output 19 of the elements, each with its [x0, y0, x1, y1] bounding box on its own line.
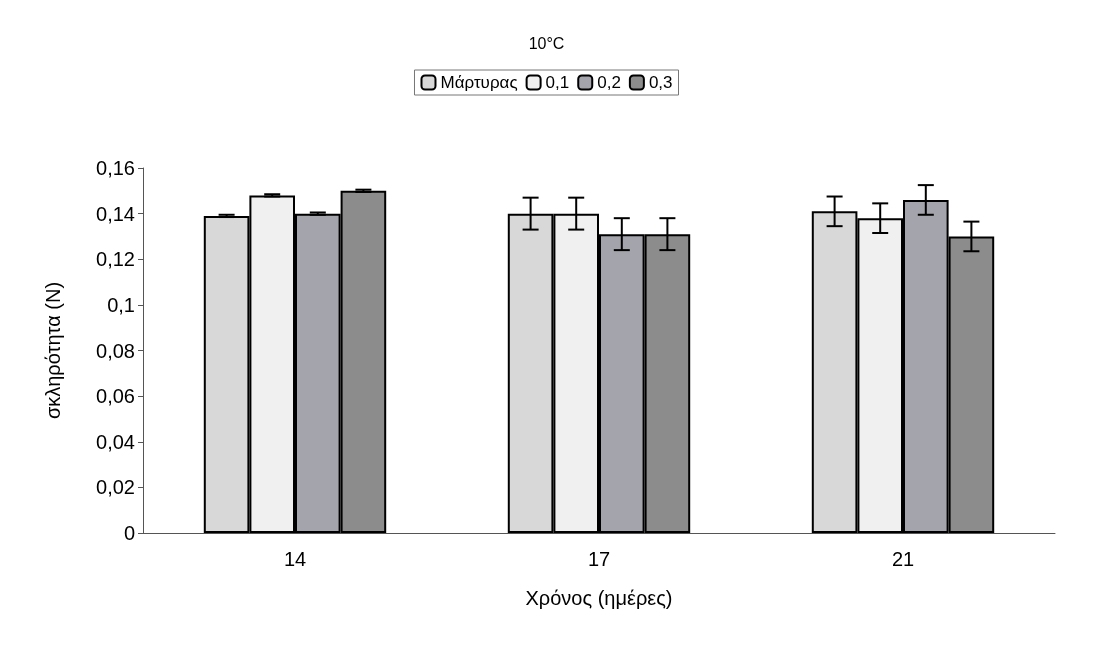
y-tick-label: 0,06 — [96, 385, 135, 408]
y-tick-label: 0 — [123, 522, 135, 544]
x-tick-label: 17 — [587, 548, 611, 570]
y-tick-label: 0,16 — [96, 157, 135, 179]
y-tick-label: 0,02 — [96, 476, 135, 499]
x-axis-title: Χρόνος (ημέρες) — [525, 587, 673, 609]
chart-title: 10°C — [528, 34, 565, 52]
x-tick-label: 21 — [891, 548, 915, 570]
legend-label: 0,3 — [648, 73, 673, 92]
legend-label: 0,2 — [597, 73, 621, 92]
y-tick-label: 0,14 — [96, 202, 135, 225]
y-tick-label: 0,12 — [96, 248, 135, 271]
y-tick-label: 0,08 — [96, 339, 135, 362]
x-tick-label: 14 — [283, 548, 307, 570]
legend-label: Μάρτυρας — [440, 73, 518, 92]
y-tick-label: 0,04 — [96, 430, 135, 453]
legend-label: 0,1 — [545, 73, 570, 92]
y-tick-label: 0,1 — [107, 293, 135, 316]
y-axis-title: σκληρότητα (N) — [42, 281, 64, 420]
